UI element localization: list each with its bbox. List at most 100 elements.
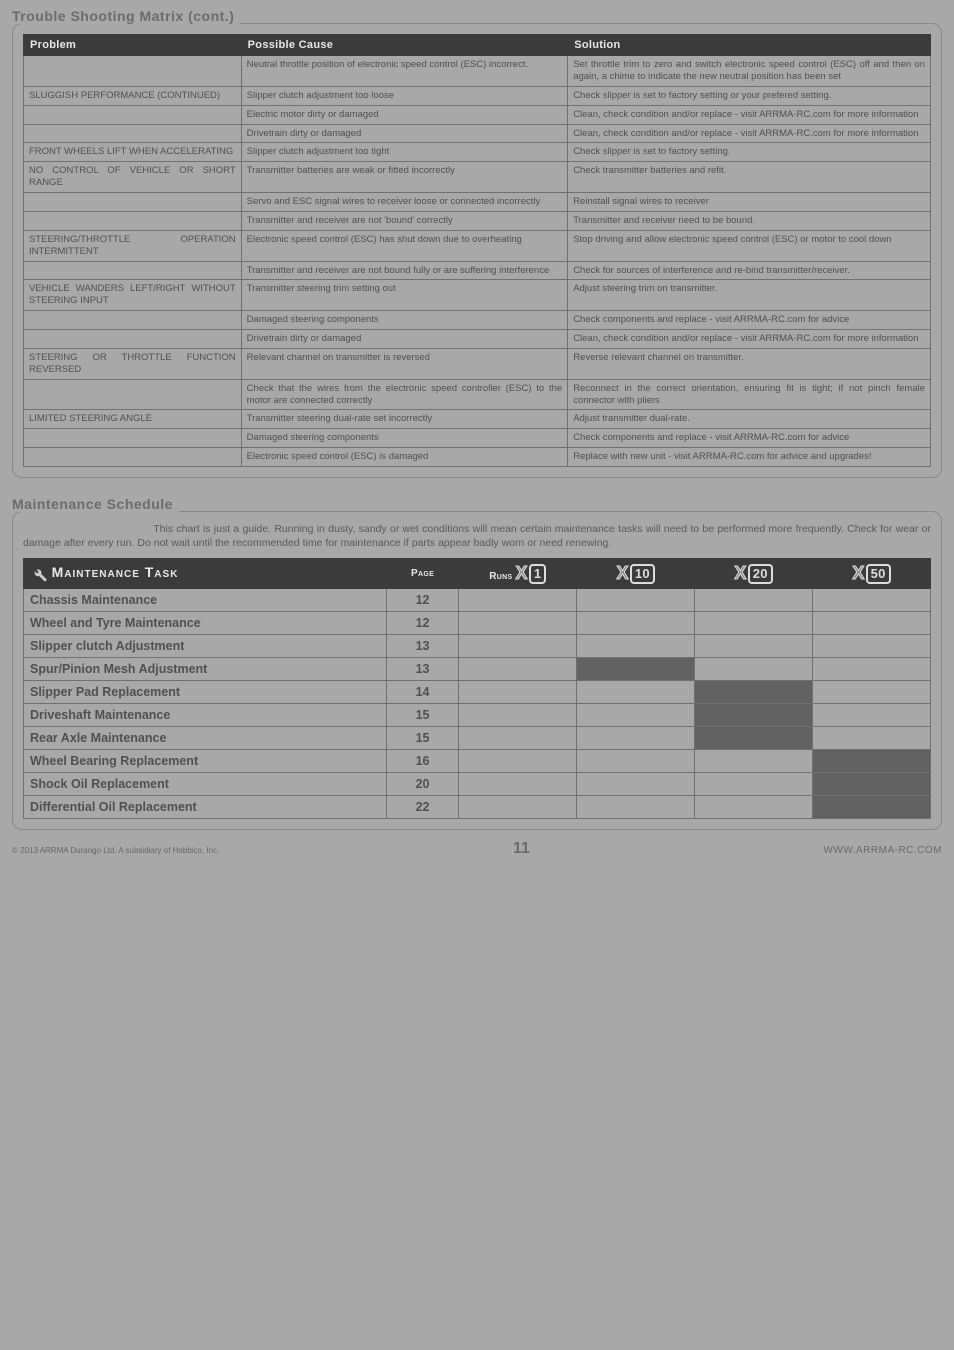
table-row: LIMITED STEERING ANGLETransmitter steeri… (24, 410, 931, 429)
table-row: Servo and ESC signal wires to receiver l… (24, 193, 931, 212)
cell-runs (459, 635, 577, 658)
table-row: Differential Oil Replacement22 (24, 796, 931, 819)
table-row: SLUGGISH PERFORMANCE (CONTINUED)Slipper … (24, 86, 931, 105)
cell-page: 20 (386, 773, 459, 796)
cell-solution: Check slipper is set to factory setting … (568, 86, 931, 105)
table-row: Electronic speed control (ESC) is damage… (24, 448, 931, 467)
table-row: Neutral throttle position of electronic … (24, 56, 931, 87)
cell-solution: Stop driving and allow electronic speed … (568, 230, 931, 261)
cell-problem: FRONT WHEELS LIFT WHEN ACCELERATING (24, 143, 242, 162)
cell-problem (24, 56, 242, 87)
cell-solution: Check slipper is set to factory setting. (568, 143, 931, 162)
cell-solution: Transmitter and receiver need to be boun… (568, 211, 931, 230)
trouble-title: Trouble Shooting Matrix (cont.) (12, 8, 240, 24)
footer-url: WWW.ARRMA-RC.COM (823, 845, 942, 856)
cell-cause: Servo and ESC signal wires to receiver l… (241, 193, 568, 212)
cell-cause: Transmitter and receiver are not 'bound'… (241, 211, 568, 230)
table-row: Wheel Bearing Replacement16 (24, 750, 931, 773)
cell-x20 (695, 589, 813, 612)
cell-cause: Transmitter batteries are weak or fitted… (241, 162, 568, 193)
th-x50: X50 (813, 559, 931, 589)
cell-x20 (695, 612, 813, 635)
cell-task: Wheel Bearing Replacement (24, 750, 387, 773)
cell-x20 (695, 658, 813, 681)
th-x20: X20 (695, 559, 813, 589)
cell-cause: Transmitter and receiver are not bound f… (241, 261, 568, 280)
table-row: Shock Oil Replacement20 (24, 773, 931, 796)
cell-x10 (577, 727, 695, 750)
cell-x20 (695, 773, 813, 796)
cell-cause: Transmitter steering dual-rate set incor… (241, 410, 568, 429)
cell-page: 15 (386, 704, 459, 727)
cell-solution: Check components and replace - visit ARR… (568, 429, 931, 448)
wrench-icon (30, 565, 48, 583)
cell-solution: Set throttle trim to zero and switch ele… (568, 56, 931, 87)
cell-solution: Clean, check condition and/or replace - … (568, 124, 931, 143)
cell-x50 (813, 612, 931, 635)
cell-x10 (577, 589, 695, 612)
cell-problem: SLUGGISH PERFORMANCE (CONTINUED) (24, 86, 242, 105)
table-row: Driveshaft Maintenance15 (24, 704, 931, 727)
table-row: NO CONTROL OF VEHICLE OR SHORT RANGETran… (24, 162, 931, 193)
cell-cause: Transmitter steering trim setting out (241, 280, 568, 311)
cell-x20 (695, 681, 813, 704)
cell-solution: Check transmitter batteries and refit. (568, 162, 931, 193)
cell-x50 (813, 589, 931, 612)
cell-x20 (695, 727, 813, 750)
table-row: Wheel and Tyre Maintenance12 (24, 612, 931, 635)
table-row: Damaged steering componentsCheck compone… (24, 311, 931, 330)
th-solution: Solution (568, 35, 931, 56)
footer-page: 11 (513, 840, 530, 858)
cell-x20 (695, 704, 813, 727)
cell-page: 22 (386, 796, 459, 819)
cell-cause: Drivetrain dirty or damaged (241, 330, 568, 349)
cell-x20 (695, 796, 813, 819)
cell-x10 (577, 750, 695, 773)
cell-runs (459, 681, 577, 704)
trouble-panel: Problem Possible Cause Solution Neutral … (12, 23, 942, 478)
cell-task: Shock Oil Replacement (24, 773, 387, 796)
cell-x10 (577, 612, 695, 635)
cell-problem (24, 330, 242, 349)
cell-task: Differential Oil Replacement (24, 796, 387, 819)
cell-problem (24, 429, 242, 448)
cell-x50 (813, 796, 931, 819)
cell-solution: Check for sources of interference and re… (568, 261, 931, 280)
cell-x50 (813, 658, 931, 681)
cell-problem: VEHICLE WANDERS LEFT/RIGHT WITHOUT STEER… (24, 280, 242, 311)
table-row: Transmitter and receiver are not bound f… (24, 261, 931, 280)
cell-x10 (577, 796, 695, 819)
cell-cause: Drivetrain dirty or damaged (241, 124, 568, 143)
footer-copy: © 2013 ARRMA Durango Ltd. A subsidiary o… (12, 846, 219, 855)
maint-panel: This chart is just a guide. Running in d… (12, 511, 942, 830)
cell-task: Slipper Pad Replacement (24, 681, 387, 704)
th-page: Page (386, 559, 459, 589)
cell-task: Wheel and Tyre Maintenance (24, 612, 387, 635)
th-runs: Runs X1 (459, 559, 577, 589)
table-row: Spur/Pinion Mesh Adjustment13 (24, 658, 931, 681)
cell-solution: Clean, check condition and/or replace - … (568, 105, 931, 124)
table-row: Slipper Pad Replacement14 (24, 681, 931, 704)
cell-solution: Replace with new unit - visit ARRMA-RC.c… (568, 448, 931, 467)
cell-runs (459, 704, 577, 727)
cell-page: 15 (386, 727, 459, 750)
cell-problem (24, 211, 242, 230)
th-task: Maintenance Task (24, 559, 387, 589)
cell-runs (459, 612, 577, 635)
table-row: VEHICLE WANDERS LEFT/RIGHT WITHOUT STEER… (24, 280, 931, 311)
cell-problem (24, 448, 242, 467)
cell-solution: Adjust steering trim on transmitter. (568, 280, 931, 311)
cell-runs (459, 658, 577, 681)
cell-problem: STEERING OR THROTTLE FUNCTION REVERSED (24, 348, 242, 379)
cell-runs (459, 796, 577, 819)
cell-cause: Check that the wires from the electronic… (241, 379, 568, 410)
th-cause: Possible Cause (241, 35, 568, 56)
table-row: STEERING OR THROTTLE FUNCTION REVERSEDRe… (24, 348, 931, 379)
cell-x50 (813, 727, 931, 750)
table-row: Check that the wires from the electronic… (24, 379, 931, 410)
cell-x20 (695, 750, 813, 773)
table-row: Rear Axle Maintenance15 (24, 727, 931, 750)
cell-runs (459, 773, 577, 796)
table-row: Transmitter and receiver are not 'bound'… (24, 211, 931, 230)
cell-page: 14 (386, 681, 459, 704)
